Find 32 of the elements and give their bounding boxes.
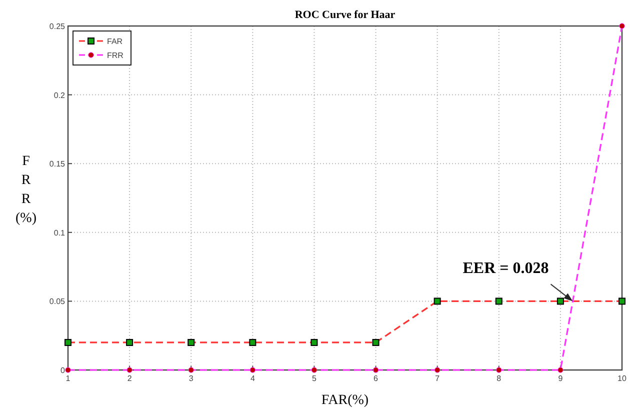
x-tick-label: 5: [312, 374, 317, 383]
x-axis-title: FAR(%): [321, 393, 369, 408]
y-tick-label: 0.25: [49, 22, 66, 31]
legend-label: FRR: [107, 51, 124, 60]
point: [558, 367, 564, 373]
point: [311, 367, 318, 373]
point: [619, 23, 625, 29]
point: [372, 367, 379, 373]
x-tick-label: 7: [435, 374, 440, 383]
point: [434, 367, 440, 373]
legend-label: FAR: [107, 37, 123, 46]
y-tick-label: 0.15: [49, 160, 66, 169]
y-axis-title: FRR (%): [16, 154, 37, 226]
x-tick-label: 2: [127, 374, 132, 383]
point: [126, 367, 132, 373]
x-tick-label: 1: [66, 374, 71, 383]
y-tick-label: 0.1: [54, 228, 66, 238]
point: [496, 367, 502, 373]
y-tick-label: 0: [60, 366, 66, 375]
x-tick-label: 4: [250, 374, 256, 383]
point: [65, 367, 71, 373]
x-tick-label: 10: [618, 374, 627, 383]
x-tick-label: 8: [496, 374, 502, 383]
chart-title: ROC Curve for Haar: [294, 9, 396, 21]
x-tick-label: 6: [374, 374, 379, 383]
point: [250, 367, 256, 373]
x-tick-label: 9: [558, 374, 564, 383]
point: [188, 367, 194, 373]
y-tick-label: 0.05: [49, 297, 66, 306]
x-tick-label: 3: [188, 374, 194, 383]
annotation: EER = 0.028: [462, 260, 549, 278]
y-tick-label: 0.2: [54, 90, 66, 100]
